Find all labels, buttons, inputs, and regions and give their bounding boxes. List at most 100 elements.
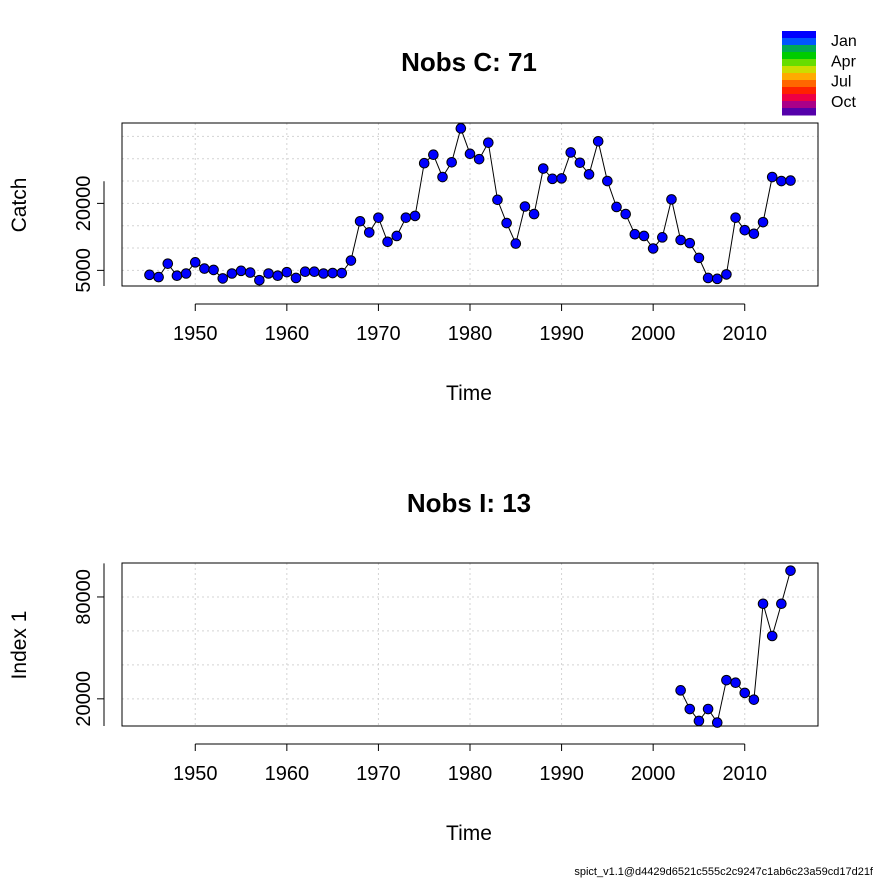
index-y-axis-label: Index 1 (8, 611, 31, 680)
catch-data-point (455, 123, 467, 134)
version-footer: spict_v1.1@d4429d6521c555c2c9247c1ab6c23… (574, 866, 874, 878)
catch-data-point (354, 215, 366, 227)
catch-data-point (776, 175, 787, 187)
index-x-tick-label: 1980 (448, 763, 493, 785)
catch-data-point (428, 149, 439, 161)
index-data-point (757, 598, 769, 610)
catch-data-point (519, 201, 531, 212)
index-data-point (675, 685, 686, 696)
catch-data-point (721, 269, 732, 280)
catch-data-point (162, 258, 174, 269)
legend-color-swatch (782, 38, 816, 46)
index-x-tick-label: 2010 (722, 763, 767, 785)
catch-data-point (400, 212, 412, 223)
catch-y-tick-label: 20000 (73, 176, 95, 232)
catch-data-point (666, 194, 677, 205)
legend-color-swatch (782, 52, 816, 60)
catch-data-point (199, 263, 210, 274)
catch-data-point (483, 137, 494, 148)
legend-color-swatch (782, 108, 816, 116)
catch-data-point (180, 268, 192, 279)
catch-panel: Nobs C: 71 Catch Time 1950 1960 1970 1980 19… (8, 47, 819, 405)
catch-data-point (565, 147, 577, 158)
catch-y-axis-label: Catch (8, 178, 31, 233)
catch-data-point (766, 171, 778, 183)
legend-month-label: Jul (831, 74, 851, 91)
legend-color-swatch (782, 80, 816, 88)
catch-data-point (318, 268, 329, 279)
catch-data-point (363, 227, 375, 238)
index-x-tick-label: 1950 (173, 763, 218, 785)
catch-data-point (757, 216, 769, 228)
index-plot-frame (121, 562, 819, 727)
catch-data-point (336, 267, 348, 279)
catch-data-point (464, 148, 476, 160)
catch-y-tick-label: 5000 (73, 248, 95, 293)
legend-color-swatch (782, 45, 816, 53)
catch-data-point (208, 264, 219, 276)
catch-data-point (437, 171, 448, 183)
index-series-line (680, 570, 791, 724)
catch-data-point (611, 201, 622, 213)
catch-data-point (226, 268, 238, 279)
index-data-point (693, 715, 705, 727)
catch-data-point (556, 173, 567, 184)
catch-data-point (217, 273, 229, 284)
catch-data-point (739, 224, 751, 236)
catch-x-tick-label: 1960 (265, 323, 310, 345)
catch-x-tick-label: 2000 (631, 323, 676, 345)
catch-x-tick-label: 1970 (356, 323, 401, 345)
catch-data-point (748, 228, 760, 240)
catch-data-point (620, 208, 631, 220)
index-data-point (711, 717, 723, 728)
catch-data-point (510, 238, 522, 249)
catch-data-point (647, 243, 659, 254)
catch-data-point (144, 269, 155, 281)
catch-x-tick-label: 1950 (173, 323, 218, 345)
catch-data-point (382, 236, 393, 248)
legend-color-swatch (782, 73, 816, 81)
catch-data-point (629, 228, 641, 240)
catch-x-axis-label: Time (446, 382, 492, 405)
catch-data-point (153, 271, 164, 283)
legend-color-swatch (782, 94, 816, 102)
catch-data-point (235, 265, 247, 277)
catch-data-point (657, 232, 668, 243)
index-data-point (766, 630, 778, 642)
catch-data-point (272, 270, 283, 282)
catch-data-point (675, 234, 686, 246)
catch-data-point (583, 169, 595, 180)
catch-data-point (602, 175, 613, 187)
legend-color-swatch (782, 59, 816, 67)
index-data-point (702, 703, 714, 715)
legend-color-swatch (782, 101, 816, 109)
catch-data-point (537, 163, 549, 174)
catch-data-point (345, 255, 357, 266)
catch-data-point (189, 257, 201, 268)
catch-data-point (592, 136, 604, 147)
catch-data-point (327, 267, 338, 279)
catch-data-point (244, 267, 256, 278)
catch-data-point (290, 272, 302, 284)
catch-data-point (638, 230, 650, 242)
catch-data-point (409, 210, 421, 222)
catch-data-point (299, 266, 311, 278)
catch-data-point (528, 208, 540, 220)
catch-data-point (785, 175, 796, 186)
index-data-point (730, 677, 741, 689)
catch-data-point (693, 252, 705, 264)
index-chart-title: Nobs I: 13 (407, 488, 531, 518)
legend-month-label: Apr (831, 53, 857, 70)
catch-plot-frame (121, 122, 819, 287)
catch-data-point (547, 173, 558, 185)
index-x-tick-label: 1970 (356, 763, 401, 785)
catch-x-tick-label: 1990 (539, 323, 584, 345)
catch-data-point (730, 212, 741, 223)
index-y-tick-label: 20000 (73, 671, 95, 727)
index-data-point (776, 598, 787, 610)
catch-data-point (391, 230, 403, 242)
legend-color-swatch (782, 87, 816, 95)
catch-x-tick-label: 2010 (722, 323, 767, 345)
catch-data-point (171, 270, 183, 282)
